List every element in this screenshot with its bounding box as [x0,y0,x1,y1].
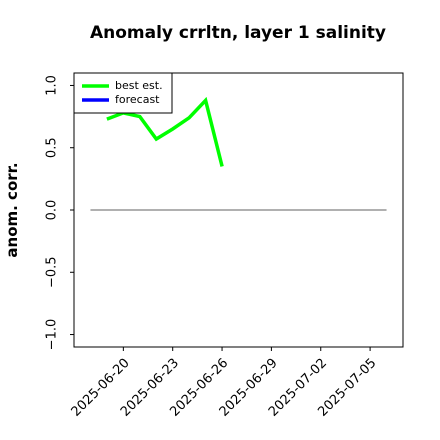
y-tick-label: −0.5 [45,256,60,288]
plot-frame [73,72,404,348]
y-axis-label: anom. corr. [3,162,21,257]
y-tick-label: −1.0 [45,319,60,351]
series-line [106,96,224,167]
y-tick-label: 1.0 [45,75,60,96]
legend-label: forecast [115,93,160,106]
legend-box [73,72,173,114]
y-tick-label: 0.5 [45,137,60,158]
chart-title: Anomaly crrltn, layer 1 salinity [90,23,386,43]
y-tick-label: 0.0 [45,200,60,221]
legend-label: best est. [115,79,163,92]
